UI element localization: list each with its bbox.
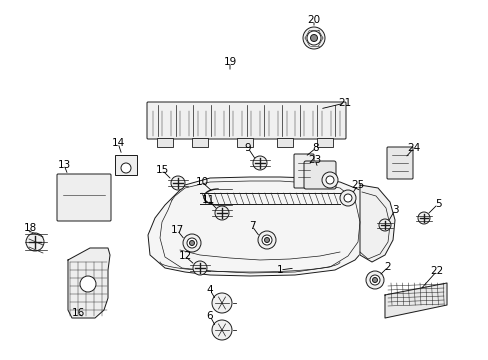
Circle shape xyxy=(186,238,197,248)
Circle shape xyxy=(252,156,266,170)
Circle shape xyxy=(343,194,351,202)
FancyBboxPatch shape xyxy=(237,138,252,147)
Text: 13: 13 xyxy=(57,160,70,170)
Polygon shape xyxy=(148,177,371,276)
Text: 25: 25 xyxy=(351,180,364,190)
Text: 19: 19 xyxy=(223,57,236,67)
Circle shape xyxy=(193,261,206,275)
FancyBboxPatch shape xyxy=(386,147,412,179)
Text: 12: 12 xyxy=(178,251,191,261)
Circle shape xyxy=(215,206,228,220)
Circle shape xyxy=(183,234,201,252)
Circle shape xyxy=(189,240,194,246)
Circle shape xyxy=(365,271,383,289)
Text: 1: 1 xyxy=(276,265,283,275)
Text: 7: 7 xyxy=(248,221,255,231)
FancyBboxPatch shape xyxy=(276,138,292,147)
Text: 10: 10 xyxy=(195,177,208,187)
Circle shape xyxy=(212,320,231,340)
Text: 6: 6 xyxy=(206,311,213,321)
Circle shape xyxy=(372,278,377,283)
Text: 4: 4 xyxy=(206,285,213,295)
FancyBboxPatch shape xyxy=(57,174,111,221)
Circle shape xyxy=(303,27,325,49)
Text: 17: 17 xyxy=(170,225,183,235)
Circle shape xyxy=(417,212,429,224)
FancyBboxPatch shape xyxy=(157,138,173,147)
Circle shape xyxy=(369,275,379,285)
Circle shape xyxy=(80,276,96,292)
Text: 20: 20 xyxy=(307,15,320,25)
Circle shape xyxy=(26,233,44,251)
Circle shape xyxy=(212,293,231,313)
Circle shape xyxy=(339,190,355,206)
Text: 24: 24 xyxy=(407,143,420,153)
FancyBboxPatch shape xyxy=(293,154,313,188)
FancyBboxPatch shape xyxy=(316,138,332,147)
Polygon shape xyxy=(359,185,394,262)
FancyBboxPatch shape xyxy=(192,138,207,147)
Text: 18: 18 xyxy=(23,223,37,233)
Text: 15: 15 xyxy=(155,165,168,175)
Polygon shape xyxy=(68,248,110,318)
Text: 3: 3 xyxy=(391,205,398,215)
Circle shape xyxy=(325,176,333,184)
Circle shape xyxy=(306,31,320,45)
Text: 21: 21 xyxy=(338,98,351,108)
Circle shape xyxy=(321,172,337,188)
Circle shape xyxy=(258,231,275,249)
Circle shape xyxy=(262,235,271,245)
Circle shape xyxy=(264,238,269,243)
Circle shape xyxy=(121,163,131,173)
FancyBboxPatch shape xyxy=(304,161,335,189)
Circle shape xyxy=(171,176,184,190)
Circle shape xyxy=(310,35,317,41)
Text: 2: 2 xyxy=(384,262,390,272)
Text: 8: 8 xyxy=(312,143,319,153)
Text: 14: 14 xyxy=(111,138,124,148)
Text: 22: 22 xyxy=(429,266,443,276)
Circle shape xyxy=(378,219,390,231)
Text: 16: 16 xyxy=(71,308,84,318)
FancyBboxPatch shape xyxy=(147,102,346,139)
Polygon shape xyxy=(384,283,446,318)
Text: 23: 23 xyxy=(308,155,321,165)
FancyBboxPatch shape xyxy=(115,155,137,175)
Text: 5: 5 xyxy=(434,199,440,209)
Text: 9: 9 xyxy=(244,143,251,153)
Text: 11: 11 xyxy=(201,195,214,205)
